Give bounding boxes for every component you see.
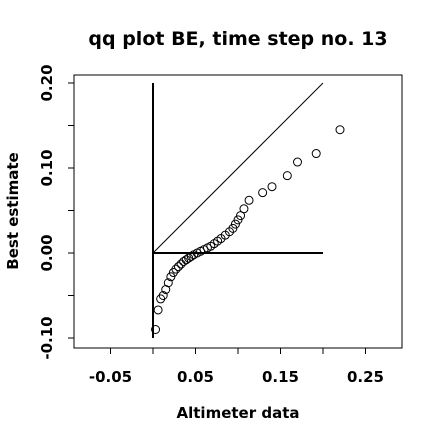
y-tick-label: 0.10 <box>38 149 56 186</box>
data-point <box>163 278 173 288</box>
x-tick-label: 0.05 <box>177 368 214 386</box>
data-point <box>158 291 168 300</box>
x-axis-title: Altimeter data <box>177 404 300 422</box>
data-point <box>171 264 181 274</box>
y-tick-label: 0.00 <box>38 234 56 271</box>
data-point <box>225 227 234 237</box>
data-point <box>153 305 163 315</box>
x-tick-label: 0.25 <box>347 368 384 386</box>
y-axis-title: Best estimate <box>4 152 22 269</box>
data-point <box>335 125 345 135</box>
data-point <box>258 188 268 198</box>
data-point <box>244 195 254 205</box>
data-point <box>239 204 249 214</box>
data-point <box>151 325 161 334</box>
y-tick-label: 0.20 <box>38 64 56 101</box>
chart-title: qq plot BE, time step no. 13 <box>88 28 387 50</box>
data-point <box>282 171 292 181</box>
reference-line <box>152 82 324 254</box>
data-point <box>267 182 277 192</box>
x-tick-label: -0.05 <box>89 368 132 386</box>
data-point <box>174 262 183 272</box>
x-tick-label: 0.15 <box>262 368 299 386</box>
data-point <box>293 157 302 167</box>
data-point <box>311 149 321 159</box>
plot-frame <box>73 74 403 349</box>
y-tick-label: -0.10 <box>38 316 56 359</box>
